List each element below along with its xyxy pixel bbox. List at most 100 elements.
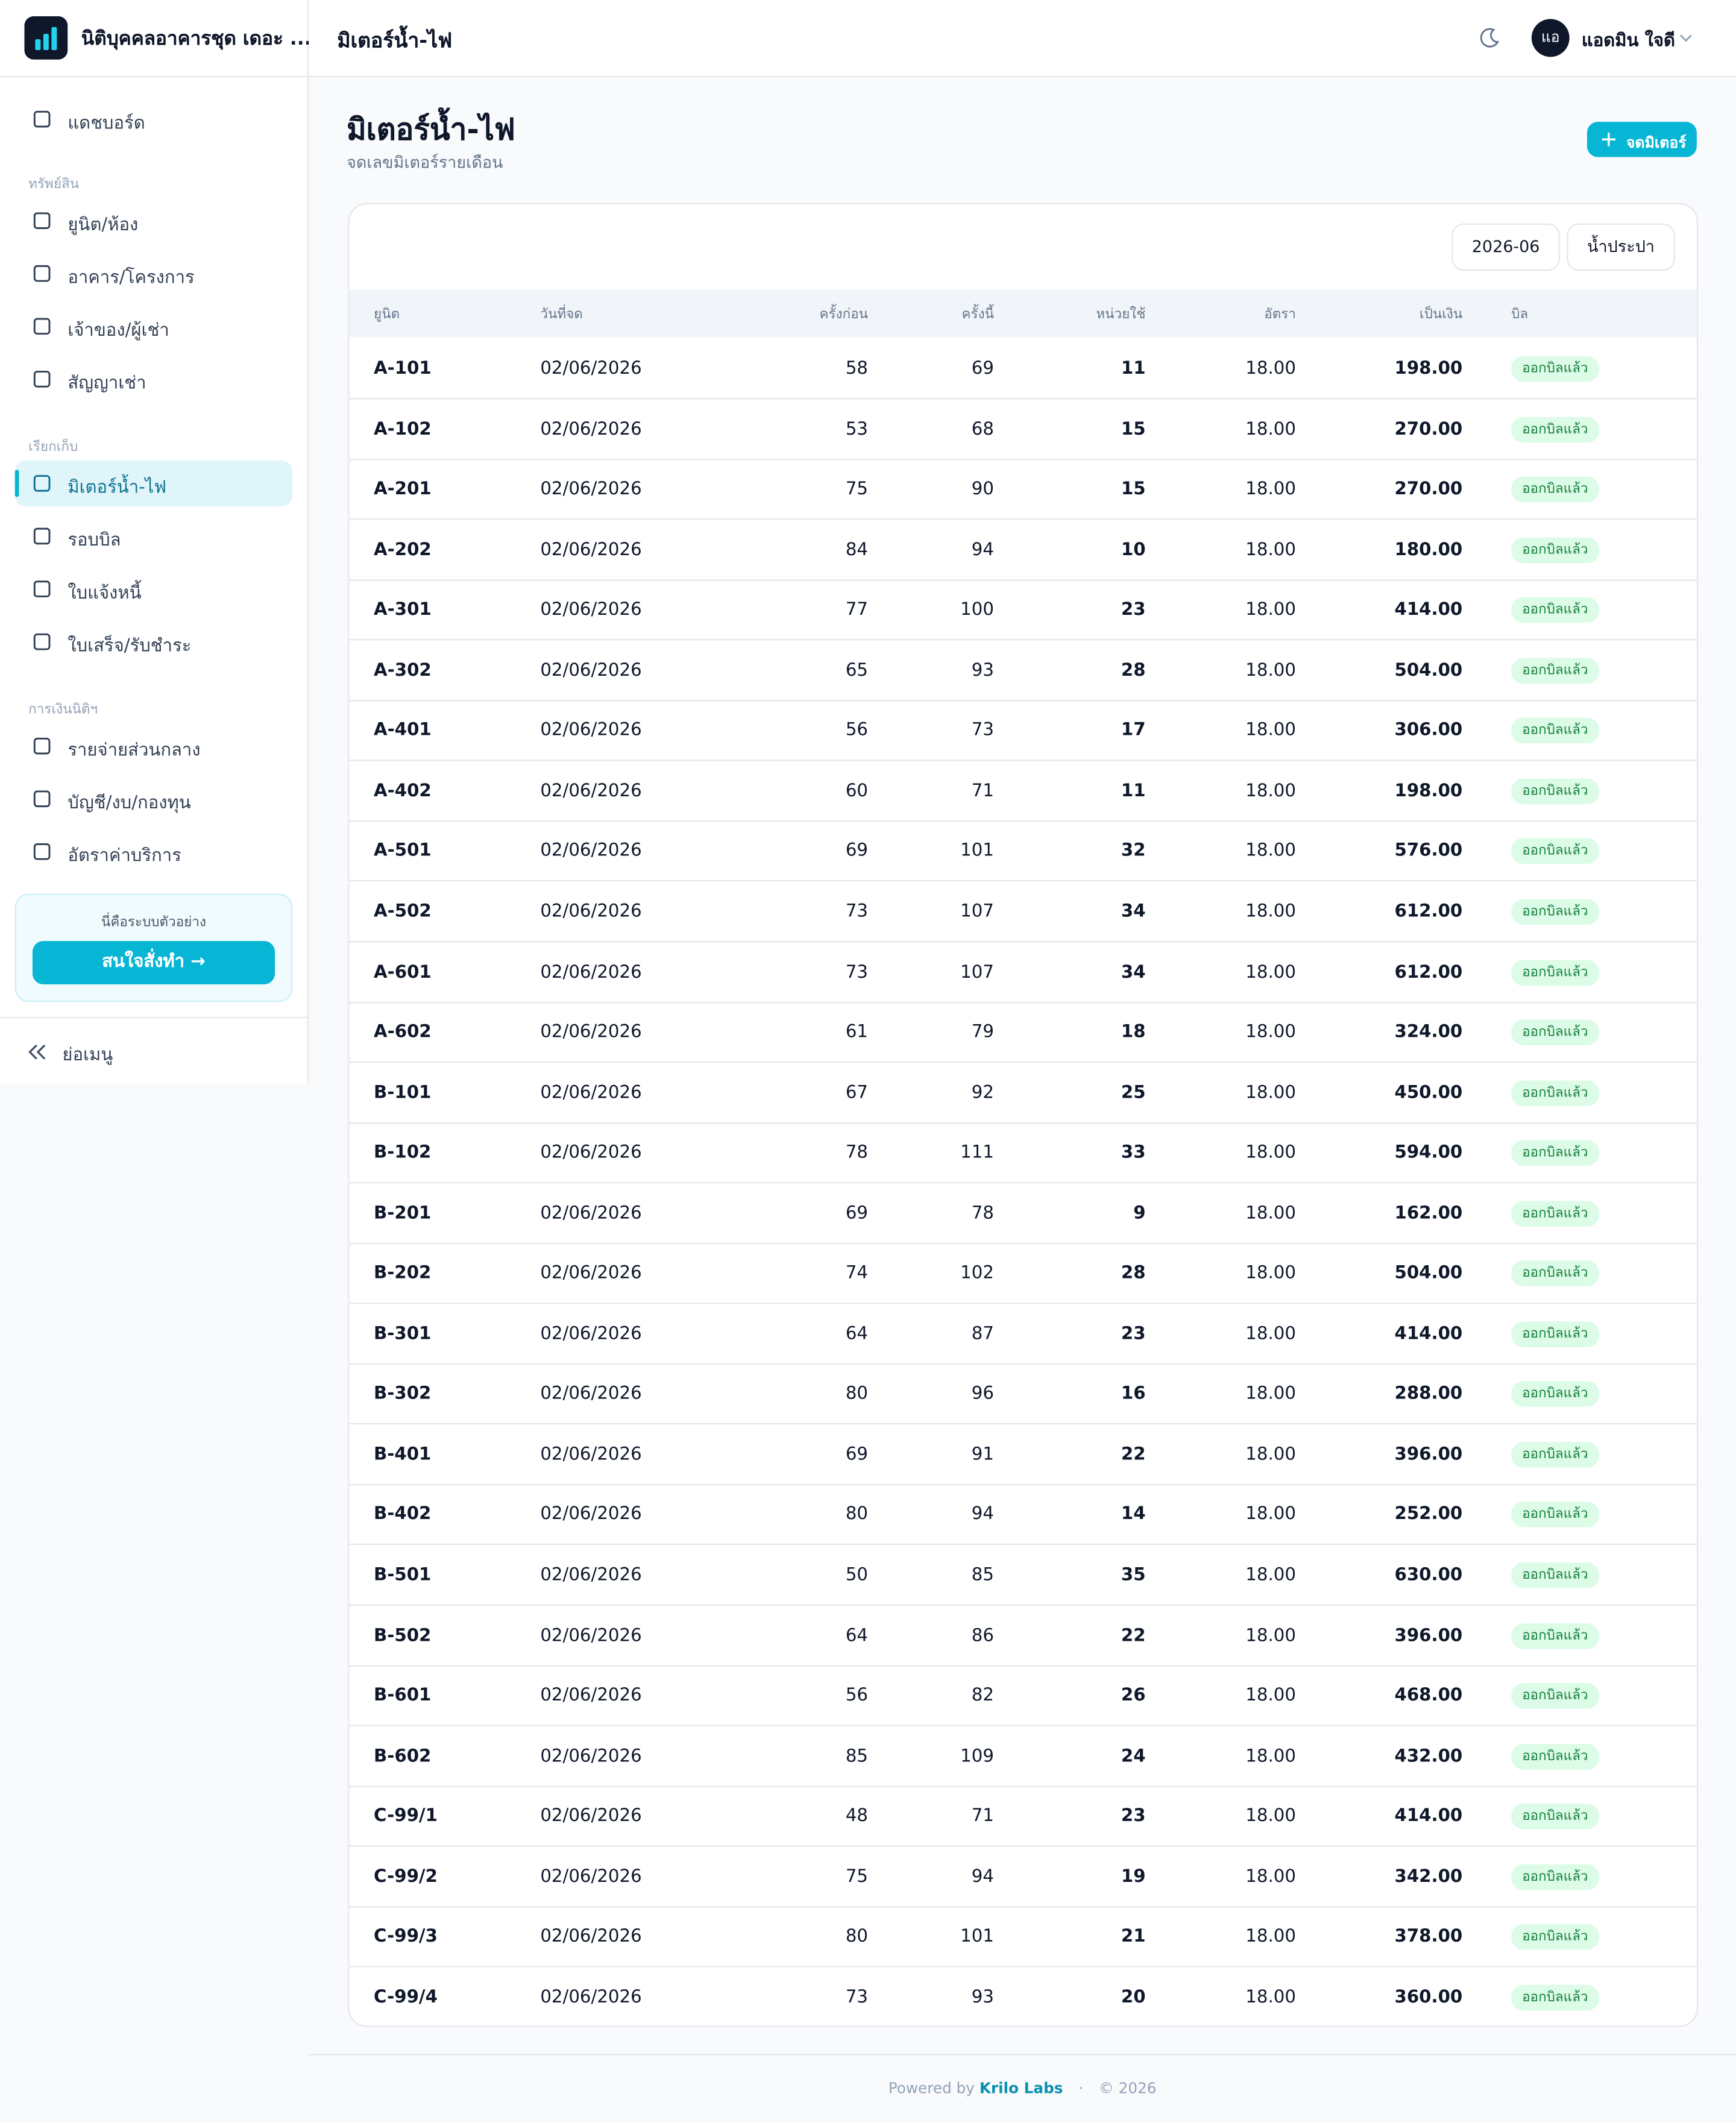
nav-item[interactable]: ใบเสร็จ/รับชำระ (15, 619, 293, 665)
table-cell: 18.00 (1245, 1927, 1296, 1948)
promo-button[interactable]: สนใจสั่งทำ → (32, 941, 275, 984)
table-cell: 34 (1121, 961, 1146, 983)
nav-icon (33, 475, 51, 492)
table-cell: 64 (845, 1324, 869, 1345)
table-cell: 87 (971, 1324, 994, 1345)
table-cell: 20 (1121, 1987, 1146, 2008)
status-badge: ออกบิลแล้ว (1511, 476, 1599, 503)
nav-item[interactable]: ใบแจ้งหนี้ (15, 566, 293, 612)
status-badge: ออกบิลแล้ว (1511, 1080, 1599, 1106)
table-cell: 198.00 (1394, 359, 1463, 379)
table-row: B-301 02/06/2026 64 87 23 18.00 414.00 ออกบิลแล… (349, 1304, 1697, 1365)
table-cell: 80 (845, 1505, 869, 1526)
table-cell: 576.00 (1394, 841, 1463, 862)
table-cell: A-101 (374, 359, 432, 379)
table-cell: 324.00 (1394, 1022, 1463, 1043)
nav-icon (33, 527, 51, 545)
table-cell: 73 (845, 901, 869, 922)
column-header: วันที่จด (540, 307, 583, 322)
nav-item[interactable]: ยูนิต/ห้อง (15, 198, 293, 244)
brand: นิติบุคคลอาคารชุด เดอะ ... (81, 28, 312, 51)
table-cell: 414.00 (1394, 1806, 1463, 1827)
add-button[interactable]: จดมิเตอร์ (1587, 122, 1697, 157)
status-badge: ออกบิลแล้ว (1511, 778, 1599, 804)
table-cell: 74 (845, 1263, 869, 1284)
nav-item[interactable]: แดชบอร์ด (15, 96, 293, 142)
table-cell: 02/06/2026 (540, 359, 642, 379)
table-cell: 90 (971, 479, 994, 500)
nav-item[interactable]: บัญชี/งบ/กองทุน (15, 776, 293, 822)
table-cell: A-601 (374, 961, 432, 983)
table-cell: 18.00 (1245, 961, 1296, 983)
table-row: A-202 02/06/2026 84 94 10 18.00 180.00 ออกบิลแล… (349, 520, 1697, 580)
table-cell: 18.00 (1245, 600, 1296, 621)
table-cell: 18.00 (1245, 1263, 1296, 1284)
table-cell: 360.00 (1394, 1987, 1463, 2008)
filter-select[interactable]: น้ำประปา (1567, 223, 1675, 271)
table-cell: 58 (845, 359, 869, 379)
table-cell: B-601 (374, 1685, 432, 1706)
table-cell: 80 (845, 1384, 869, 1405)
table-row: C-99/1 02/06/2026 48 71 23 18.00 414.00 ออกบิลแ… (349, 1786, 1697, 1848)
table-cell: 77 (845, 600, 869, 621)
table-cell: 80 (845, 1927, 869, 1948)
footer-brand[interactable]: Krilo Labs (979, 2080, 1063, 2098)
table-cell: 93 (971, 1987, 994, 2008)
nav-icon (33, 633, 51, 650)
sidebar: นิติบุคคลอาคารชุด เดอะ ... แดชบอร์ด ทรัพย… (0, 0, 312, 1083)
table-row: A-401 02/06/2026 56 73 17 18.00 306.00 ออกบิลแล… (349, 700, 1697, 762)
nav-item[interactable]: รอบบิล (15, 513, 293, 559)
nav-icon (33, 110, 51, 128)
nav-label: ใบเสร็จ/รับชำระ (68, 636, 192, 657)
avatar[interactable]: แอ (1531, 19, 1570, 57)
filter-select[interactable]: 2026-06 (1451, 223, 1560, 271)
nav-label: ยูนิต/ห้อง (68, 215, 139, 236)
nav-label: อัตราค่าบริการ (68, 846, 181, 867)
table-row: A-301 02/06/2026 77 100 23 18.00 414.00 ออกบิลแ… (349, 580, 1697, 641)
divider (0, 75, 307, 78)
table-cell: C-99/2 (374, 1866, 438, 1887)
status-badge: ออกบิลแล้ว (1511, 536, 1599, 563)
table-cell: 25 (1121, 1083, 1146, 1103)
nav-label: เจ้าของ/ผู้เช่า (68, 321, 169, 342)
table-cell: 94 (971, 1505, 994, 1526)
table-cell: 75 (845, 479, 869, 500)
table-cell: 414.00 (1394, 1324, 1463, 1345)
table-cell: 18.00 (1245, 901, 1296, 922)
nav-icon (33, 371, 51, 388)
table-cell: C-99/3 (374, 1927, 438, 1948)
nav-item[interactable]: อาคาร/โครงการ (15, 251, 293, 297)
nav-item[interactable]: สัญญาเช่า (15, 356, 293, 402)
table-cell: 02/06/2026 (540, 1143, 642, 1163)
table-cell: A-502 (374, 901, 432, 922)
table-cell: A-102 (374, 419, 432, 439)
table-cell: 18.00 (1245, 781, 1296, 802)
collapse[interactable]: ย่อเมนู (62, 1045, 113, 1066)
table-cell: 69 (845, 841, 869, 862)
nav-item[interactable]: อัตราค่าบริการ (15, 829, 293, 875)
table-cell: 02/06/2026 (540, 961, 642, 983)
table-cell: 414.00 (1394, 600, 1463, 621)
status-badge: ออกบิลแล้ว (1511, 597, 1599, 623)
nav-label: รอบบิล (68, 530, 121, 552)
nav-icon (33, 843, 51, 860)
nav-item[interactable]: มิเตอร์น้ำ-ไฟ (14, 460, 293, 507)
table-cell: 78 (845, 1143, 869, 1163)
nav-item[interactable]: เจ้าของ/ผู้เช่า (15, 303, 293, 349)
table-cell: 94 (971, 1866, 994, 1887)
table-cell: 15 (1121, 479, 1146, 500)
table-cell: 02/06/2026 (540, 1866, 642, 1887)
table-row: B-401 02/06/2026 69 91 22 18.00 396.00 ออกบิลแล… (349, 1424, 1697, 1485)
theme-toggle[interactable] (1479, 27, 1500, 49)
nav-label: สัญญาเช่า (68, 373, 146, 394)
table-cell: B-501 (374, 1565, 432, 1586)
table-cell: 107 (960, 901, 994, 922)
footer-year: © 2026 (1099, 2080, 1157, 2098)
table-row: B-102 02/06/2026 78 111 33 18.00 594.00 ออกบิลแ… (349, 1122, 1697, 1184)
column-header: ครั้งก่อน (819, 307, 869, 322)
topbar: มิเตอร์น้ำ-ไฟ แอ แอดมิน ใจดี (309, 0, 1736, 78)
user-name[interactable]: แอดมิน ใจดี (1581, 31, 1675, 52)
nav-item[interactable]: รายจ่ายส่วนกลาง (15, 723, 293, 769)
table-cell: 342.00 (1394, 1866, 1463, 1887)
table-row: B-601 02/06/2026 56 82 26 18.00 468.00 ออกบิลแล… (349, 1665, 1697, 1727)
